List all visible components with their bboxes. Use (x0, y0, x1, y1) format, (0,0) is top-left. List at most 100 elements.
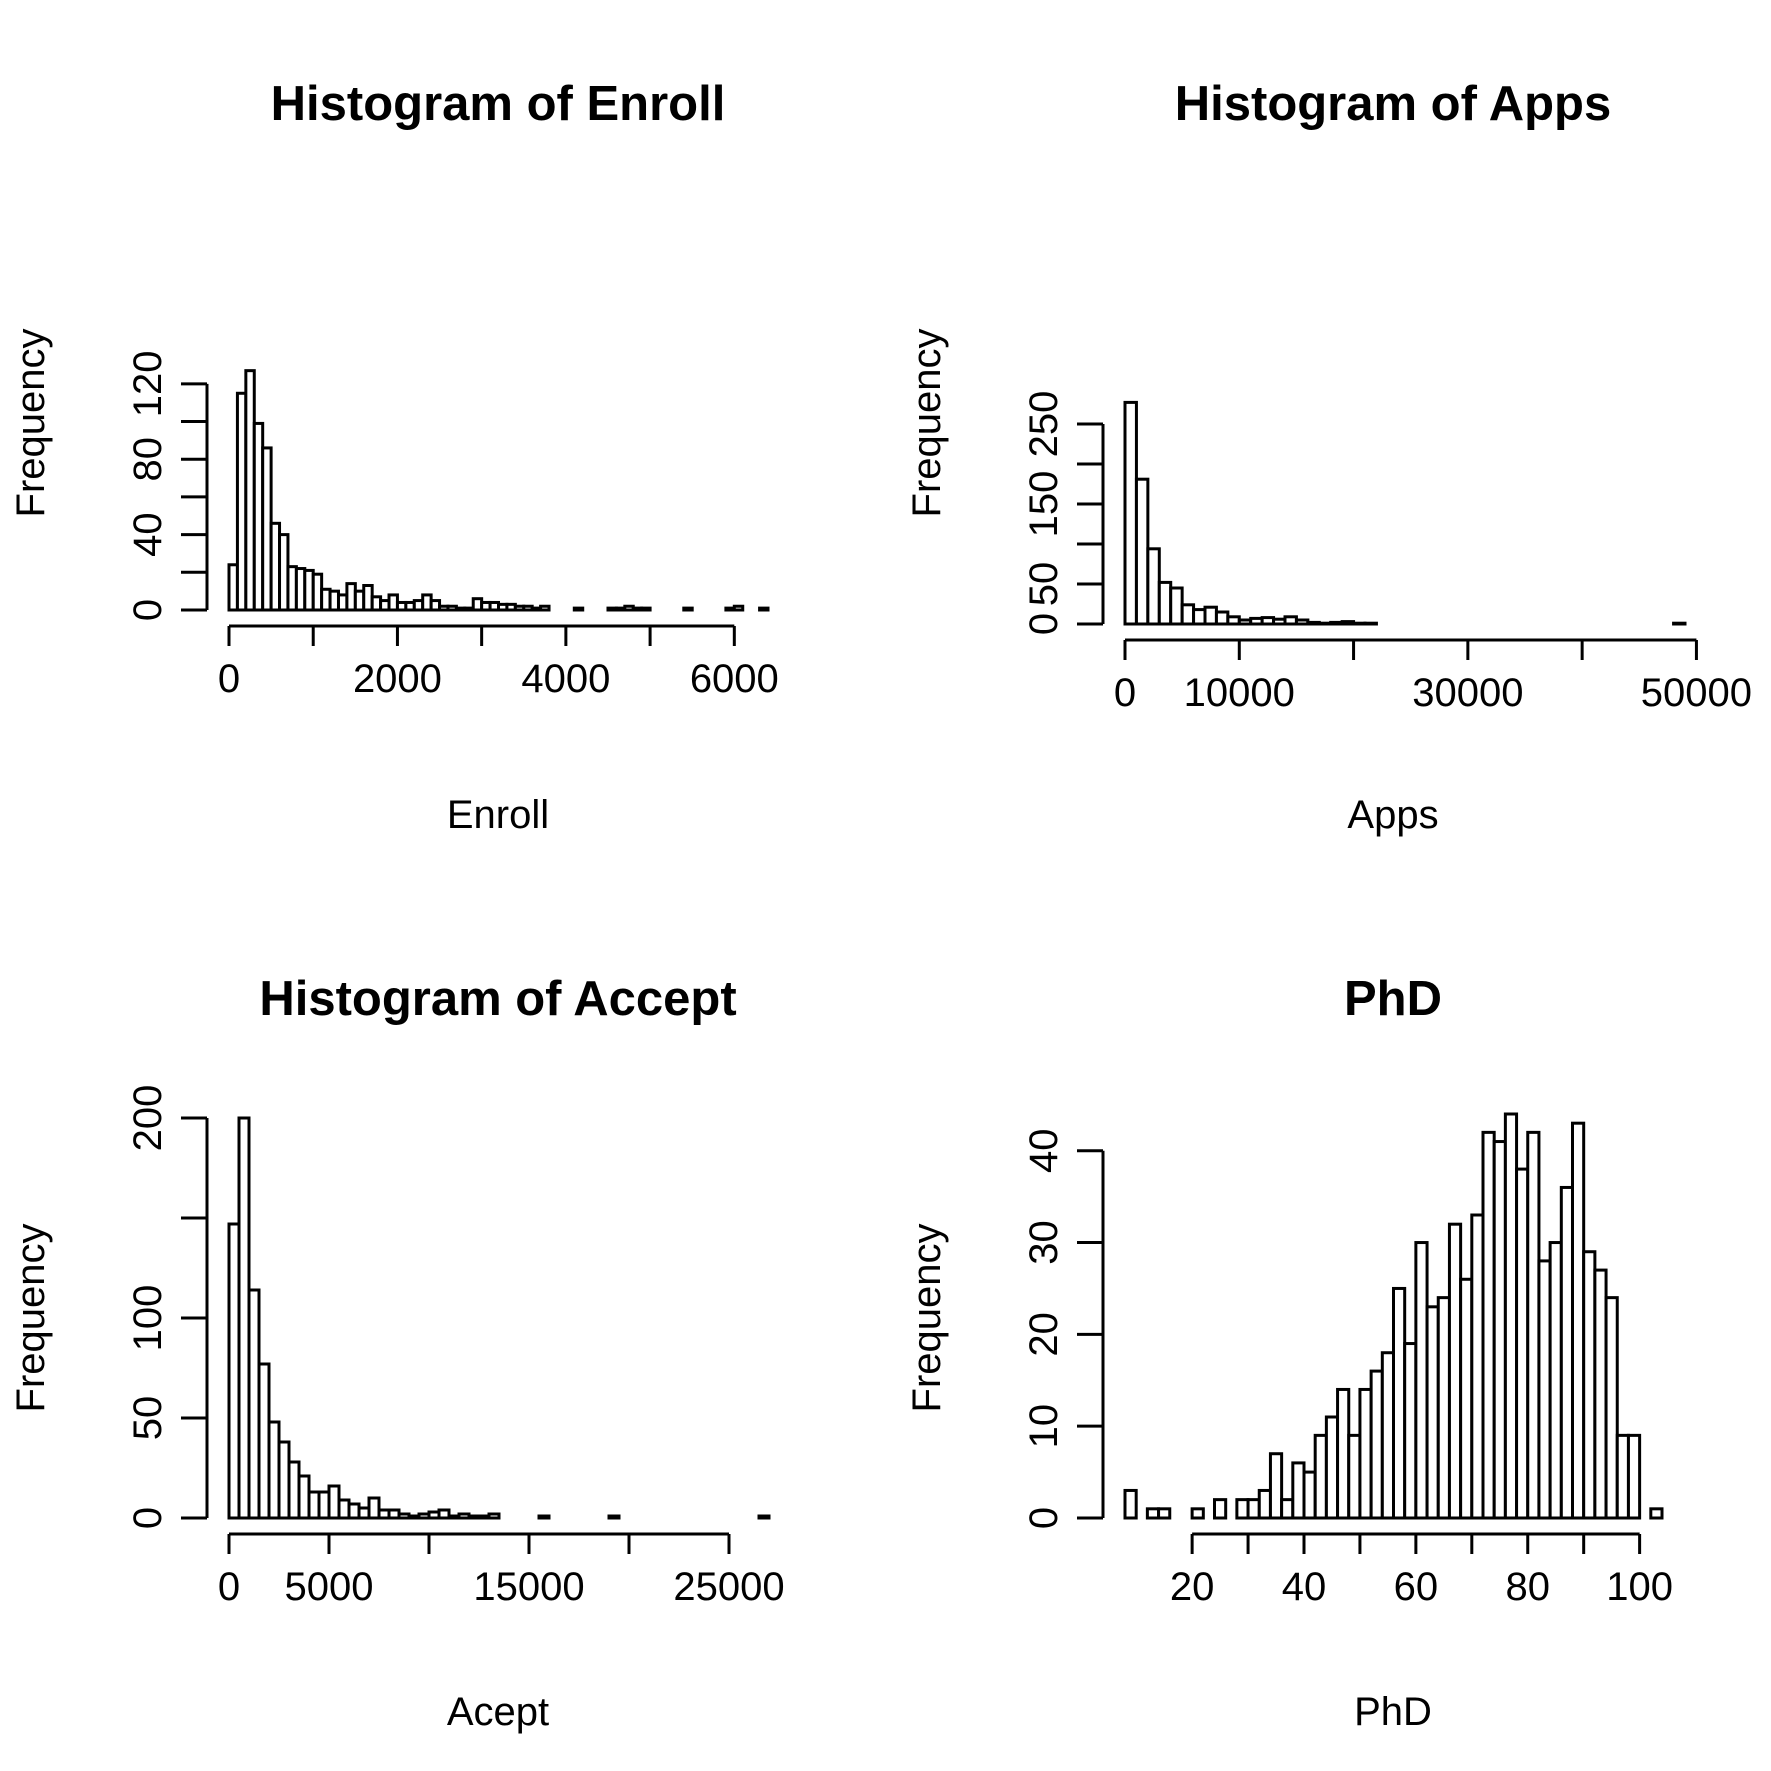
histogram-bar (1503, 1112, 1519, 1520)
histogram-bar (487, 1512, 501, 1520)
y-tick-label: 0 (1022, 613, 1066, 635)
histogram-bar (1358, 1387, 1373, 1520)
histogram-bar (1213, 1498, 1228, 1520)
histogram-bar (640, 606, 652, 612)
histogram-bar (1283, 615, 1298, 626)
chart-title: PhD (1344, 972, 1442, 1026)
histogram-bar (1157, 1507, 1172, 1520)
histogram-bar (1190, 1507, 1205, 1520)
histogram-bar (1203, 605, 1218, 626)
x-axis-label: Enroll (447, 793, 549, 837)
y-tick-label: 100 (126, 1285, 170, 1352)
histogram-bar (1268, 1452, 1284, 1520)
y-axis: 0 10 20 30 40 (1022, 1128, 1105, 1529)
histogram-bar (1392, 1286, 1407, 1520)
histogram-bar (539, 604, 551, 612)
histogram-bar (758, 606, 770, 612)
histogram-bar (1403, 1342, 1418, 1520)
y-axis-label: Frequency (9, 1224, 53, 1413)
histogram-bar (1548, 1241, 1563, 1520)
y-tick-label: 0 (126, 1507, 170, 1529)
x-tick-label: 25000 (673, 1565, 784, 1609)
histogram-bar (1317, 621, 1333, 626)
x-axis: 0 5000 15000 25000 (218, 1532, 785, 1609)
histogram-bar (1313, 1433, 1328, 1520)
histogram-bar (1214, 610, 1230, 626)
histogram-bar (1526, 1130, 1541, 1520)
histogram-bar (1447, 1222, 1463, 1520)
histogram-bar (1593, 1268, 1608, 1520)
histogram-bar (1180, 603, 1196, 626)
histogram-bar (732, 604, 745, 612)
x-axis-label: Acept (447, 1690, 549, 1734)
x-tick-label: 100 (1606, 1565, 1673, 1609)
x-tick-label: 30000 (1412, 671, 1523, 715)
histogram-bar (1336, 1387, 1351, 1520)
x-tick-label: 0 (1114, 671, 1136, 715)
x-tick-label: 15000 (473, 1565, 584, 1609)
histogram-bar (1380, 1351, 1395, 1520)
y-axis: 0 50 100 200 (126, 1085, 209, 1529)
bars (1123, 1112, 1664, 1520)
panel-phd: PhD PhD Frequency 20 40 60 80 100 0 10 20 30 40 (905, 972, 1673, 1734)
y-tick-label: 40 (1022, 1128, 1066, 1173)
y-axis: 0 50 150 250 (1022, 391, 1105, 635)
histogram-bar (1260, 616, 1276, 626)
histogram-bar (1226, 615, 1241, 626)
histogram-bar (1352, 621, 1367, 626)
histogram-bar (1272, 617, 1287, 626)
panel-accept: Histogram of Accept Acept Frequency 0 500… (9, 972, 785, 1734)
x-tick-label: 60 (1394, 1565, 1439, 1609)
histogram-bar (437, 1508, 451, 1520)
y-tick-label: 40 (126, 512, 170, 557)
histogram-bar (1257, 1488, 1272, 1520)
histogram-bar (1249, 616, 1264, 626)
y-tick-label: 80 (126, 437, 170, 482)
histogram-bar (1515, 1167, 1530, 1520)
histogram-bar (607, 1514, 621, 1520)
histogram-bar (1291, 1461, 1306, 1520)
histogram-bar (1157, 580, 1173, 626)
x-axis: 0 2000 4000 6000 (218, 624, 779, 701)
x-axis-label: PhD (1354, 1690, 1432, 1734)
histogram-bar (1672, 621, 1687, 626)
x-tick-label: 80 (1506, 1565, 1551, 1609)
bars (227, 1116, 771, 1520)
y-tick-label: 0 (126, 599, 170, 621)
chart-title: Histogram of Accept (259, 972, 736, 1026)
histogram-bar (1246, 1498, 1261, 1520)
histogram-bar (1436, 1296, 1451, 1520)
histogram-bar (1363, 621, 1378, 626)
histogram-bar (1481, 1130, 1496, 1520)
histogram-bar (757, 1514, 771, 1520)
y-axis-label: Frequency (9, 329, 53, 518)
histogram-bar (1329, 620, 1344, 626)
y-axis-label: Frequency (905, 329, 949, 518)
bars (1123, 400, 1687, 626)
panel-apps: Histogram of Apps Apps Frequency 0 10000 3… (905, 77, 1752, 837)
x-tick-label: 10000 (1184, 671, 1295, 715)
histogram-bar (1649, 1507, 1664, 1520)
x-axis-label: Apps (1347, 793, 1438, 837)
histogram-bar (1306, 620, 1321, 626)
y-tick-label: 150 (1022, 471, 1066, 538)
bars (227, 369, 770, 612)
histogram-bar (682, 606, 694, 612)
histogram-bar (1146, 547, 1161, 626)
x-tick-label: 40 (1282, 1565, 1327, 1609)
x-tick-label: 0 (218, 657, 240, 701)
histogram-bar (1369, 1369, 1384, 1520)
histogram-bar (1134, 477, 1150, 626)
histogram-bar (1192, 608, 1207, 626)
y-tick-label: 20 (1022, 1312, 1066, 1357)
histogram-bar (572, 606, 585, 612)
y-tick-label: 10 (1022, 1404, 1066, 1449)
histogram-bar (1604, 1296, 1619, 1520)
histogram-bar (1235, 1498, 1250, 1520)
histogram-bar (1237, 618, 1253, 626)
histogram-bar (1340, 620, 1356, 626)
y-tick-label: 50 (126, 1396, 170, 1441)
chart-title: Histogram of Enroll (271, 77, 726, 131)
y-axis-label: Frequency (905, 1224, 949, 1413)
